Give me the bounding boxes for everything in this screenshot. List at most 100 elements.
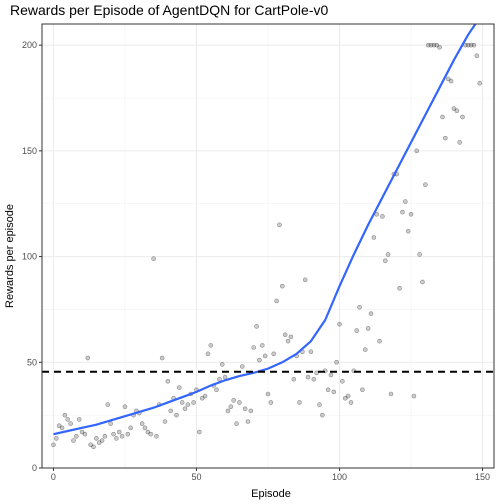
data-point	[471, 42, 477, 48]
data-point	[185, 402, 191, 407]
data-point	[245, 419, 251, 424]
data-point	[119, 433, 125, 439]
data-point	[231, 398, 236, 403]
data-point	[465, 42, 471, 48]
data-point	[174, 412, 179, 418]
data-point	[288, 334, 294, 340]
data-point	[257, 357, 262, 363]
data-point	[148, 431, 154, 437]
data-point	[191, 400, 196, 405]
data-point	[405, 228, 411, 234]
data-point	[460, 114, 465, 120]
data-point	[151, 256, 156, 261]
panel-border	[41, 23, 495, 469]
data-point	[380, 214, 385, 219]
data-point	[179, 400, 185, 405]
data-point	[228, 404, 234, 409]
data-point	[354, 328, 359, 333]
data-point	[331, 389, 337, 395]
data-point	[222, 374, 228, 380]
data-point	[56, 423, 62, 429]
y-tick-label: 200	[22, 40, 37, 50]
data-point	[277, 222, 282, 228]
data-point	[116, 429, 122, 435]
data-point	[334, 359, 339, 365]
data-point	[282, 332, 288, 338]
data-point	[159, 355, 165, 361]
data-point	[154, 433, 159, 439]
data-point	[305, 374, 311, 380]
data-point	[262, 353, 268, 359]
data-point	[197, 429, 202, 435]
data-point	[388, 391, 394, 397]
data-point	[411, 393, 417, 399]
data-point	[128, 425, 133, 431]
data-point	[443, 135, 448, 141]
data-point	[102, 433, 108, 439]
data-point	[382, 258, 388, 264]
data-point	[91, 444, 96, 450]
data-point	[111, 431, 116, 437]
data-point	[285, 338, 291, 344]
data-point	[345, 393, 351, 399]
data-point	[219, 362, 225, 367]
data-point	[400, 209, 405, 215]
data-point	[208, 343, 214, 348]
x-axis-label: Episode	[251, 488, 291, 500]
x-tick-label: 0	[51, 472, 56, 482]
data-point	[94, 436, 99, 441]
data-point	[337, 321, 342, 327]
data-point	[68, 421, 73, 426]
data-point	[139, 421, 145, 426]
data-point	[239, 364, 245, 369]
data-point	[62, 412, 68, 418]
data-point	[377, 338, 382, 344]
data-point	[145, 429, 151, 435]
data-point	[385, 252, 391, 257]
y-tick-label: 100	[22, 252, 37, 262]
data-point	[108, 421, 113, 426]
data-point	[477, 80, 483, 86]
data-point	[251, 345, 256, 350]
data-point	[425, 42, 431, 48]
data-point	[71, 438, 76, 443]
data-point	[165, 379, 171, 384]
data-point	[65, 417, 71, 422]
data-point	[340, 379, 345, 384]
data-point	[423, 182, 428, 187]
data-point	[79, 429, 85, 435]
data-point	[217, 376, 222, 382]
data-point	[328, 372, 334, 378]
data-point	[96, 440, 102, 445]
y-tick-label: 150	[22, 146, 37, 156]
data-point	[408, 211, 414, 217]
data-point	[448, 78, 454, 84]
data-point	[308, 349, 314, 355]
y-axis-label: Rewards per episode	[4, 204, 16, 308]
data-point	[314, 370, 319, 376]
data-point	[365, 326, 371, 331]
data-point	[205, 351, 211, 357]
data-point	[234, 421, 239, 426]
data-point	[457, 140, 462, 145]
data-point	[440, 114, 445, 120]
data-point	[202, 393, 208, 399]
data-point	[342, 395, 348, 401]
data-point	[317, 402, 322, 407]
data-point	[468, 42, 474, 48]
plot-panel: 0 50 100 150 0 50 100 150 200	[22, 23, 495, 482]
data-point	[311, 376, 317, 382]
data-point	[142, 425, 148, 431]
data-point	[279, 283, 285, 289]
data-point	[360, 387, 365, 393]
data-point	[114, 436, 119, 441]
data-point	[414, 148, 420, 154]
data-point	[74, 433, 79, 439]
data-point	[182, 406, 188, 412]
data-point	[291, 376, 297, 382]
data-point	[362, 347, 368, 352]
data-point	[297, 400, 302, 405]
data-point	[162, 419, 168, 424]
data-point	[99, 438, 105, 443]
